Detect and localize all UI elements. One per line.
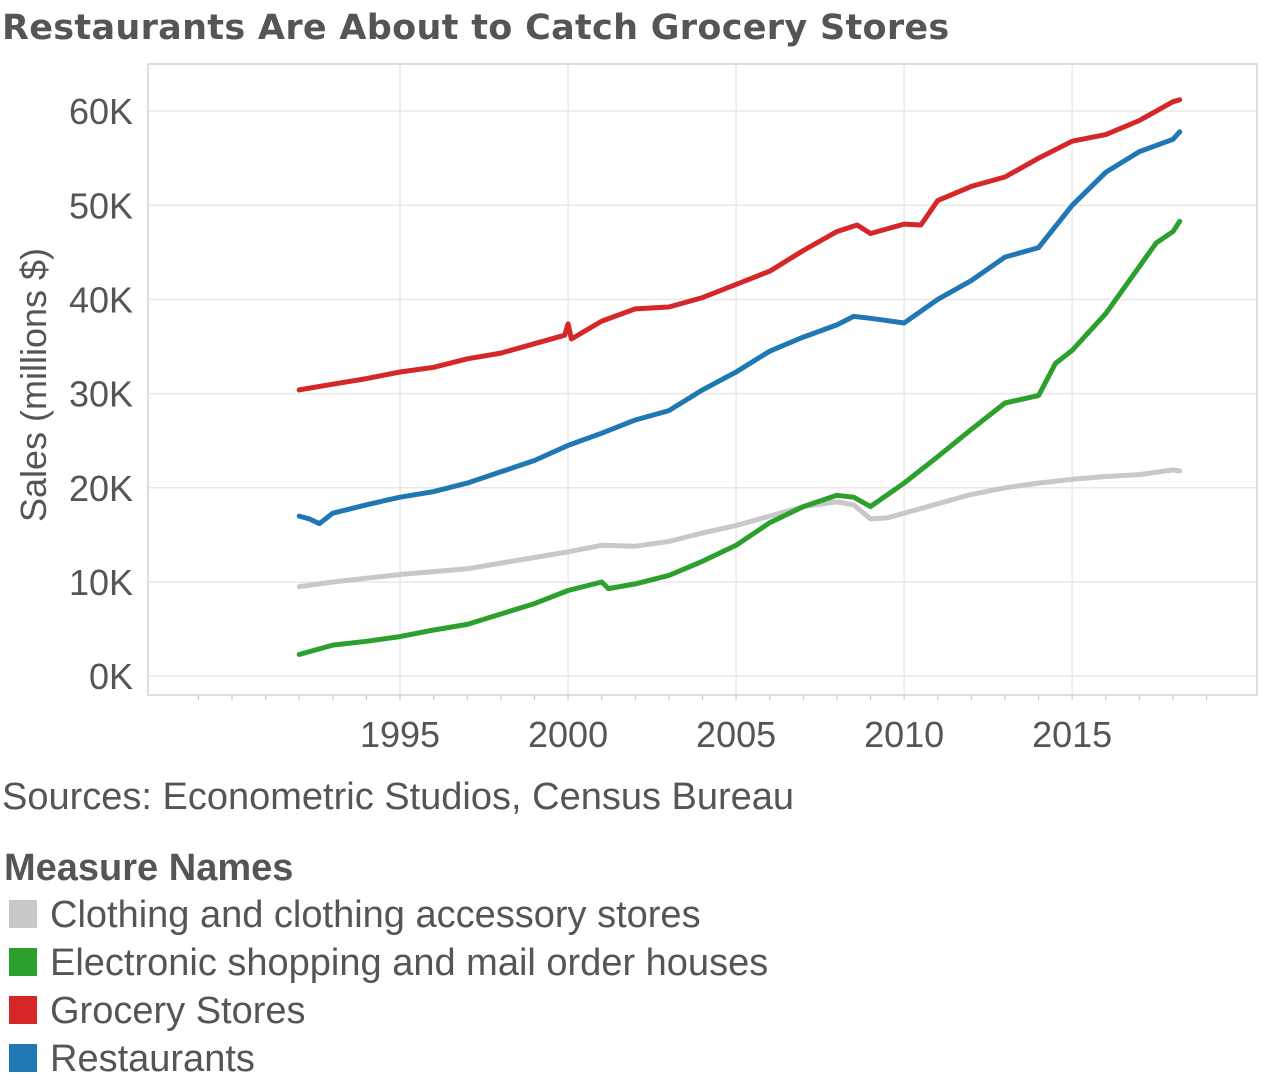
- y-axis: 0K 10K 20K 30K 40K 50K 60K: [69, 91, 133, 697]
- legend-label-restaurants: Restaurants: [50, 1038, 255, 1080]
- legend-title: Measure Names: [4, 847, 294, 889]
- series-line-clothing-and-clothing-accessory-stores: [296, 467, 1183, 590]
- series-line-grocery-stores: [296, 97, 1183, 393]
- gridlines: [148, 64, 1257, 695]
- x-minor-ticks: [197, 695, 1208, 700]
- y-axis-label: Sales (millions $): [13, 248, 54, 522]
- legend-swatch-clothing: [9, 900, 37, 928]
- legend-item-clothing[interactable]: Clothing and clothing accessory stores: [4, 891, 701, 939]
- legend-item-electronic-shopping[interactable]: Electronic shopping and mail order house…: [4, 939, 768, 987]
- legend-swatch-restaurants: [9, 1044, 37, 1072]
- y-tick-label: 20K: [69, 468, 133, 509]
- legend-swatch-grocery-stores: [9, 996, 37, 1024]
- series-line-restaurants: [296, 129, 1183, 527]
- legend-label-grocery-stores: Grocery Stores: [50, 990, 306, 1032]
- y-tick-label: 30K: [69, 374, 133, 415]
- x-tick-label: 2010: [864, 714, 944, 755]
- y-tick-label: 50K: [69, 185, 133, 226]
- source-note: Sources: Econometric Studios, Census Bur…: [2, 776, 795, 818]
- legend-item-restaurants[interactable]: Restaurants: [4, 1035, 293, 1083]
- chart-title: Restaurants Are About to Catch Grocery S…: [2, 8, 950, 48]
- legend: Measure Names Clothing and clothing acce…: [4, 845, 768, 1083]
- x-tick-label: 2000: [528, 714, 608, 755]
- series-lines: [296, 97, 1183, 657]
- legend-swatch-electronic-shopping: [9, 948, 37, 976]
- y-tick-label: 40K: [69, 279, 133, 320]
- line-chart: 0K 10K 20K 30K 40K 50K 60K 1995 2000 2005 2010 201…: [13, 63, 1258, 755]
- legend-item-grocery-stores[interactable]: Grocery Stores: [4, 987, 306, 1035]
- y-tick-label: 0K: [89, 656, 133, 697]
- y-tick-label: 60K: [69, 91, 133, 132]
- y-tick-label: 10K: [69, 562, 133, 603]
- plot-frame: [147, 63, 1258, 696]
- x-tick-label: 1995: [360, 714, 440, 755]
- legend-label-clothing: Clothing and clothing accessory stores: [50, 894, 701, 936]
- legend-label-electronic-shopping: Electronic shopping and mail order house…: [50, 942, 769, 984]
- x-axis: 1995 2000 2005 2010 2015: [360, 714, 1112, 755]
- x-tick-label: 2015: [1032, 714, 1112, 755]
- series-line-electronic-shopping-and-mail-order-houses: [296, 218, 1183, 657]
- x-tick-label: 2005: [696, 714, 776, 755]
